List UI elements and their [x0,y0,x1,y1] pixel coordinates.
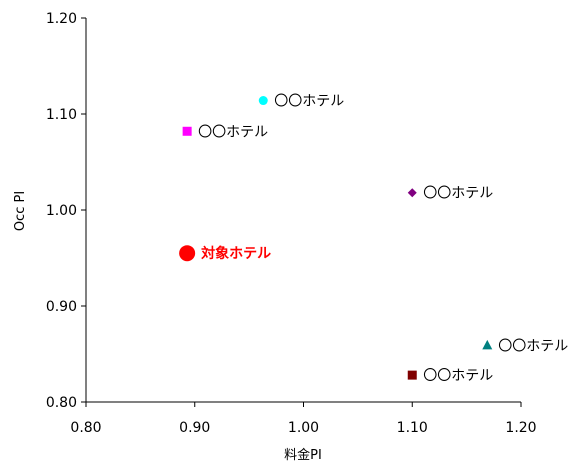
y-tick-label: 0.90 [46,299,77,315]
x-tick-label: 0.80 [70,420,101,436]
point-marker [179,245,196,262]
data-point: 〇〇ホテル [182,124,268,140]
point-label: 〇〇ホテル [274,94,344,110]
x-axis-title: 料金PI [284,447,322,463]
y-tick-label: 0.80 [46,395,77,411]
point-marker [482,339,493,350]
point-label: 〇〇ホテル [423,186,493,202]
x-tick-label: 1.10 [397,420,428,436]
point-label: 〇〇ホテル [198,124,268,140]
y-tick-label: 1.20 [46,11,77,27]
x-tick-label: 0.90 [179,420,210,436]
point-marker [407,188,417,198]
x-tick-label: 1.20 [505,420,536,436]
data-point: 〇〇ホテル [407,186,493,202]
point-marker [407,370,417,380]
tick-labels: 0.80 0.90 1.00 1.10 1.20 0.80 0.90 1.00 1.10 1.20 [46,11,537,436]
point-label: 〇〇ホテル [423,368,493,384]
data-point: 〇〇ホテル [482,338,568,354]
data-point: 〇〇ホテル [258,94,344,110]
y-axis-title: Occ PI [13,191,28,231]
y-tick-label: 1.10 [46,107,77,123]
y-tick-label: 1.00 [46,203,77,219]
x-tick-label: 1.00 [288,420,319,436]
plot-area [81,17,522,407]
point-marker [258,96,268,106]
point-label: 対象ホテル [200,245,271,262]
data-point: 〇〇ホテル [407,368,493,384]
point-label: 〇〇ホテル [498,338,568,354]
data-point: 対象ホテル [179,245,271,262]
point-marker [182,126,192,136]
